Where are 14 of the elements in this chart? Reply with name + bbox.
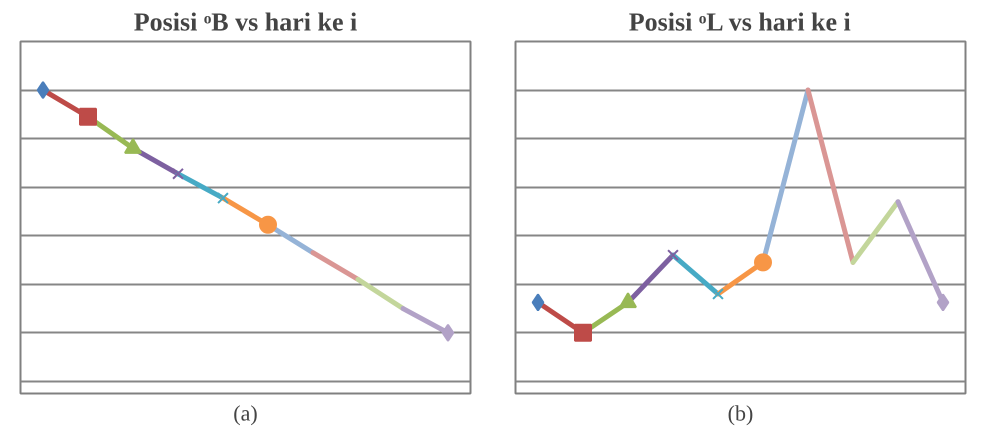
point: [172, 168, 184, 180]
point: [754, 253, 772, 272]
point: [79, 108, 97, 126]
text: (b): [728, 400, 754, 426]
chart-title: Posisi ᵒL vs hari ke i: [628, 8, 851, 36]
point: [532, 293, 544, 312]
point: [36, 81, 50, 100]
chart-title: Posisi ᵒB vs hari ke i: [134, 8, 358, 36]
text: (a): [233, 400, 258, 426]
point: [712, 288, 724, 300]
point: [574, 324, 592, 342]
point: [667, 249, 679, 262]
point: [259, 216, 277, 234]
point: [217, 192, 229, 204]
